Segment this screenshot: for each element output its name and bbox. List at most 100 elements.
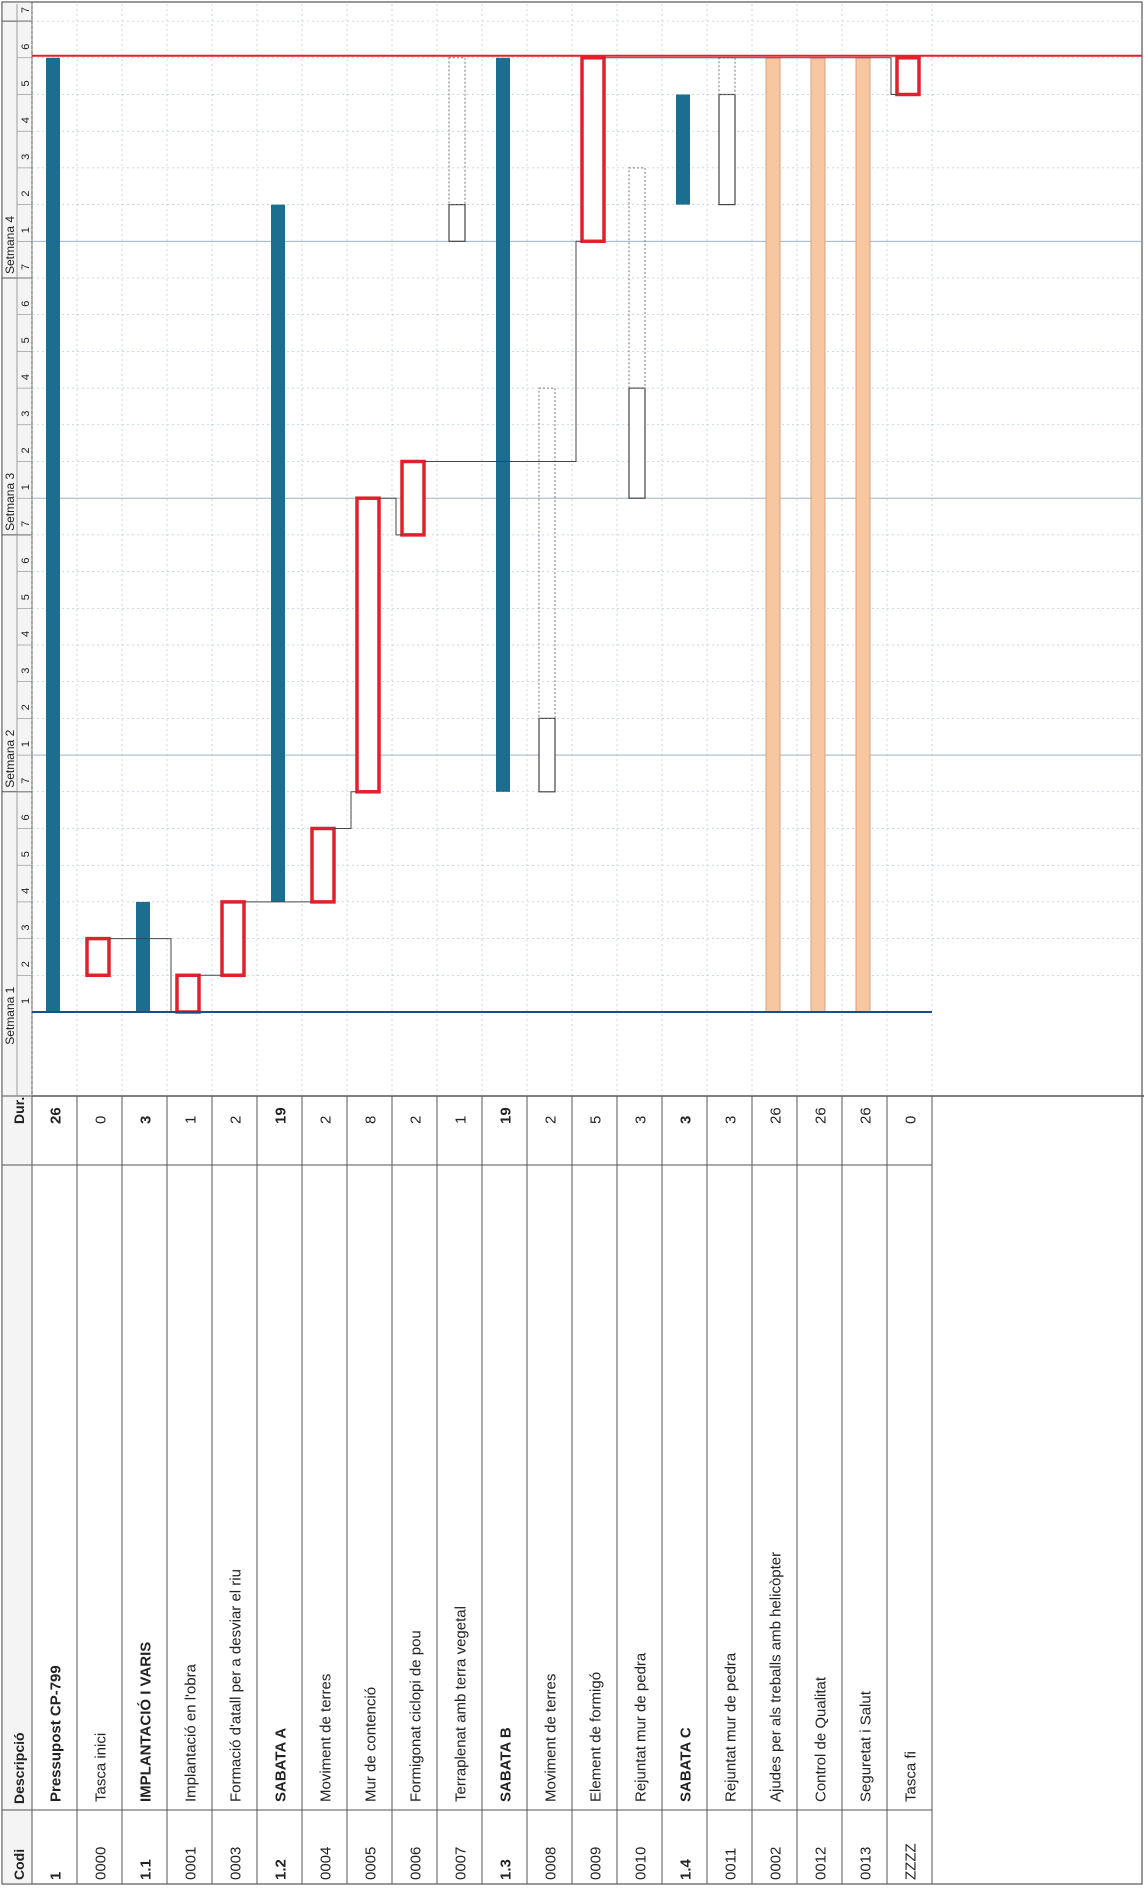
task-duration: 19 (498, 1107, 515, 1124)
day-label: 2 (20, 961, 32, 967)
task-duration: 1 (183, 1116, 200, 1124)
header-code-label: Codi (11, 1849, 27, 1880)
overhead-bar (810, 57, 826, 1013)
task-duration: 5 (588, 1116, 605, 1124)
critical-task-bar (400, 459, 426, 537)
dependency-link (334, 791, 357, 829)
dependency-link (604, 57, 897, 95)
day-label: 5 (20, 337, 32, 343)
task-duration: 3 (138, 1116, 155, 1124)
task-code: 0012 (813, 1847, 830, 1880)
task-duration: 2 (408, 1116, 425, 1124)
task-duration: 26 (813, 1107, 830, 1124)
task-description: Tasca fi (903, 1751, 920, 1802)
task-code: 1 (48, 1872, 65, 1880)
task-duration: 3 (633, 1116, 650, 1124)
task-code: 1.1 (138, 1859, 155, 1880)
week-label-2: Setmana 2 (3, 729, 17, 787)
task-code: 0010 (633, 1847, 650, 1880)
task-description: IMPLANTACIÓ I VARIS (137, 1642, 155, 1802)
summary-bar (496, 57, 510, 792)
critical-task-bar (310, 826, 336, 904)
day-label: 7 (20, 7, 32, 13)
summary-bar (676, 94, 690, 205)
day-label: 6 (20, 557, 32, 563)
dependency-link (109, 938, 177, 1013)
day-label: 5 (20, 594, 32, 600)
task-description: SABATA C (678, 1727, 695, 1802)
critical-task-bar (220, 900, 246, 978)
task-description: Ajudes per als treballs amb helicòpter (768, 1552, 785, 1802)
day-label: 6 (20, 301, 32, 307)
week-label-4: Setmana 4 (3, 216, 17, 274)
task-code: 0003 (228, 1847, 245, 1880)
task-duration: 3 (678, 1116, 695, 1124)
float-bar (448, 57, 466, 206)
task-code: 0005 (363, 1847, 380, 1880)
task-duration: 8 (363, 1116, 380, 1124)
task-code: 0001 (183, 1847, 200, 1880)
task-duration: 2 (543, 1116, 560, 1124)
task-description: Rejuntat mur de pedra (723, 1652, 740, 1802)
day-label: 6 (20, 814, 32, 820)
task-code: 0007 (453, 1847, 470, 1880)
summary-bar (46, 57, 60, 1013)
day-label: 6 (20, 44, 32, 50)
critical-task-bar (355, 496, 381, 794)
day-label: 1 (20, 227, 32, 233)
task-duration: 26 (858, 1107, 875, 1124)
day-label: 7 (20, 778, 32, 784)
task-code: 0006 (408, 1847, 425, 1880)
day-label: 4 (20, 374, 32, 380)
task-duration: 26 (48, 1107, 65, 1124)
day-label: 4 (20, 631, 32, 637)
task-description: Seguretat i Salut (858, 1690, 875, 1802)
summary-bar (136, 901, 150, 1012)
task-description: Mur de contenció (363, 1687, 380, 1802)
task-duration: 26 (768, 1107, 785, 1124)
day-label: 1 (20, 741, 32, 747)
day-label: 3 (20, 924, 32, 930)
task-code: 0004 (318, 1847, 335, 1880)
dependency-link (379, 497, 402, 536)
header-duration-label: Dur. (11, 1097, 27, 1124)
day-label: 2 (20, 447, 32, 453)
task-description: Moviment de terres (543, 1674, 560, 1802)
task-bar (628, 387, 646, 499)
task-description: Terraplenat amb terra vegetal (453, 1606, 470, 1802)
task-code: 0002 (768, 1847, 785, 1880)
task-code: 0000 (93, 1847, 110, 1880)
day-label: 2 (20, 704, 32, 710)
task-code: 0009 (588, 1847, 605, 1880)
week-label-3: Setmana 3 (3, 473, 17, 531)
critical-task-bar (895, 56, 921, 97)
task-duration: 1 (453, 1116, 470, 1124)
task-description: Pressupost CP-799 (48, 1665, 65, 1802)
dependency-link (424, 240, 582, 462)
task-description: Moviment de terres (318, 1674, 335, 1802)
critical-task-bar (85, 936, 111, 978)
day-label: 4 (20, 888, 32, 894)
float-bar (628, 167, 646, 389)
task-code: 0008 (543, 1847, 560, 1880)
task-description: Tasca inici (93, 1733, 110, 1802)
day-label: 2 (20, 190, 32, 196)
critical-task-bar (175, 973, 201, 1014)
task-description: Formació d'atall per a desviar el riu (228, 1569, 245, 1802)
day-label: 3 (20, 668, 32, 674)
task-duration: 2 (228, 1116, 245, 1124)
task-description: SABATA B (498, 1727, 515, 1802)
task-code: ZZZZ (903, 1843, 920, 1880)
task-duration: 3 (723, 1116, 740, 1124)
task-description: Element de formigó (588, 1672, 605, 1802)
float-bar (538, 387, 556, 719)
day-label: 1 (20, 484, 32, 490)
week-label-1: Setmana 1 (3, 986, 17, 1044)
day-label: 7 (20, 264, 32, 270)
task-description: Implantació en l'obra (183, 1663, 200, 1802)
header-description-label: Descripció (11, 1732, 27, 1804)
task-code: 0013 (858, 1847, 875, 1880)
day-label: 3 (20, 411, 32, 417)
